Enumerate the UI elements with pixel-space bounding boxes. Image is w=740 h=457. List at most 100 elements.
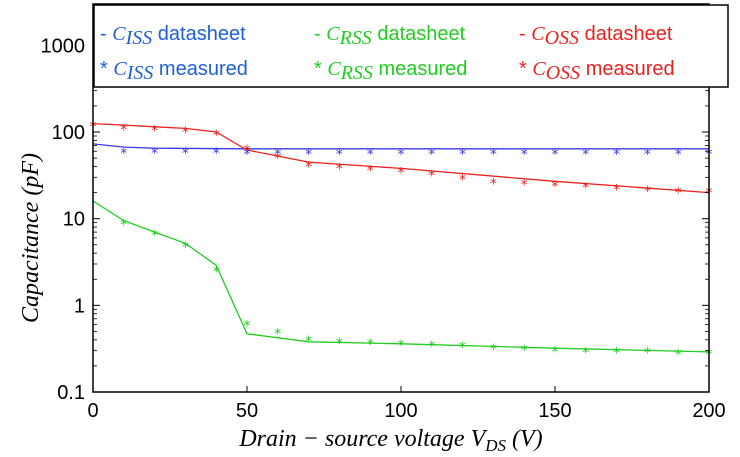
ciss-measured-point: * [644,147,651,163]
legend-label: measured [153,58,248,80]
legend-box [93,4,729,88]
coss-measured-point: * [552,179,559,195]
coss-measured-point: * [582,181,589,197]
x-tick-label: 150 [538,400,571,422]
legend-entry: * CISS measured [100,58,248,84]
legend-marker: - [314,23,326,45]
coss-measured-point: * [274,151,281,167]
crss-measured-point: * [675,347,682,363]
coss-measured-point: * [120,123,127,139]
legend-symbol: C [326,23,340,45]
coss-datasheet-line [92,122,710,194]
x-tick-label: 200 [692,400,725,422]
crss-datasheet-line [92,200,710,353]
x-axis-label: Drain − source voltage VDS (V) [238,426,542,455]
legend-subscript: RSS [339,27,372,49]
ciss-measured-point: * [428,147,435,163]
crss-measured-point: * [398,338,405,354]
ticks-layer: 0 50 100 150 200 0.1 1 10 100 1000 [41,3,726,422]
legend-entry: - COSS datasheet [519,23,673,49]
y-tick-label: 10 [63,209,85,231]
coss-measured-point: * [305,160,312,176]
legend-label: measured [373,58,468,80]
legend-symbol: C [327,58,341,80]
legend-entry: * COSS measured [519,58,675,84]
crss-measured-point: * [428,339,435,355]
legend-label: datasheet [152,23,246,45]
legend-subscript: ISS [125,27,153,49]
ciss-measured-point: * [521,147,528,163]
ciss-measured-point: * [336,147,343,163]
crss-measured-point: * [521,343,528,359]
coss-measured-point: * [213,128,220,144]
coss-measured-point: * [428,169,435,185]
crss-measured-point: * [459,340,466,356]
ciss-measured-point: * [120,146,127,162]
crss-measured-point: * [151,228,158,244]
crss-measured-point: * [552,344,559,360]
coss-measured-point: * [613,182,620,198]
legend-label: datasheet [579,23,673,45]
legend-label: datasheet [372,23,466,45]
legend-marker: - [100,23,112,45]
coss-measured-point: * [336,161,343,177]
legend-subscript: ISS [126,62,154,84]
legend-subscript: RSS [340,62,373,84]
crss-measured-point: * [582,346,589,362]
ciss-measured-point: * [613,147,620,163]
crss-measured-point: * [644,346,651,362]
crss-measured-point: * [274,326,281,342]
legend-label: measured [580,58,675,80]
ciss-measured-point: * [675,147,682,163]
x-tick-label: 100 [384,400,417,422]
crss-measured-point: * [305,334,312,350]
crss-measured-point: * [613,346,620,362]
legend-entry: * CRSS measured [314,58,467,84]
y-axis-label: Capacitance (pF) [18,153,44,323]
ciss-measured-point: * [398,147,405,163]
legend-subscript: OSS [545,27,579,49]
legend-symbol: C [112,23,126,45]
coss-measured-point: * [367,163,374,179]
coss-measured-point: * [459,172,466,188]
coss-measured-point: * [644,184,651,200]
y-tick-label: 1000 [41,35,86,57]
ciss-measured-point: * [305,147,312,163]
crss-measured-point: * [182,240,189,256]
ciss-measured-point: * [274,147,281,163]
legend: - CISS datasheet - CRSS datasheet - COSS d… [93,4,729,88]
coss-measured-point: * [675,186,682,202]
ciss-measured-point: * [213,146,220,162]
crss-measured-point: * [120,218,127,234]
coss-measured-point: * [398,165,405,181]
ciss-measured-point: * [459,147,466,163]
y-tick-label: 100 [52,122,85,144]
legend-symbol: C [531,23,545,45]
coss-measured-point: * [182,125,189,141]
legend-marker: - [519,23,531,45]
legend-entry: - CRSS datasheet [314,23,466,49]
crss-measured-point: * [336,336,343,352]
ciss-datasheet-line [92,143,709,150]
legend-subscript: OSS [546,62,580,84]
coss-measured-point: * [151,123,158,139]
crss-measured-point: * [490,342,497,358]
coss-measured-point: * [521,178,528,194]
crss-measured-point: * [244,318,251,334]
ciss-measured-point: * [582,147,589,163]
y-tick-label: 0.1 [57,382,85,404]
crss-measured-point: * [213,264,220,280]
ciss-measured-point: * [244,147,251,163]
coss-measured-point: * [490,176,497,192]
x-tick-label: 50 [236,400,258,422]
coss-measured-point: * [244,143,251,159]
ciss-measured-point: * [182,146,189,162]
y-tick-label: 1 [74,295,85,317]
legend-symbol: C [532,58,546,80]
crss-measured-point: * [367,337,374,353]
ciss-measured-point: * [367,147,374,163]
legend-symbol: C [113,58,127,80]
legend-marker: * [519,58,532,80]
ciss-measured-point: * [490,147,497,163]
